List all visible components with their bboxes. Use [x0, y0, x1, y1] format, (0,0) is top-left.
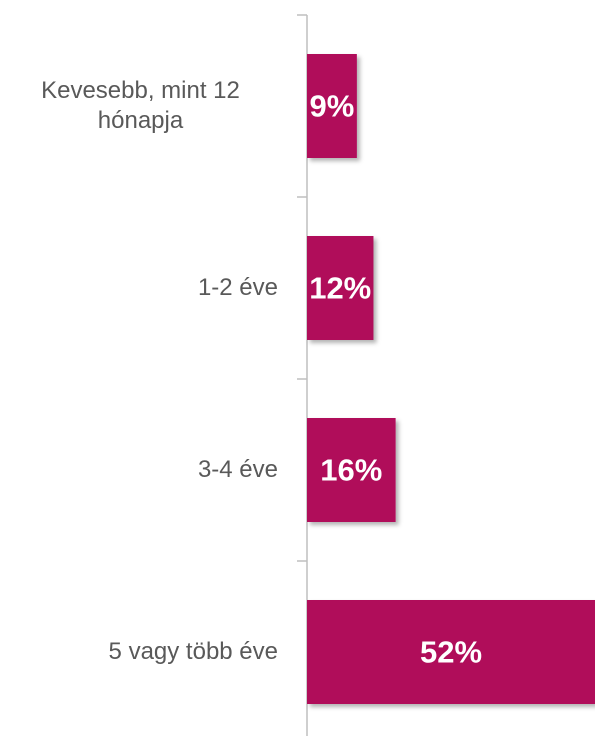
category-label: 1-2 éve [197, 274, 278, 301]
value-label: 16% [320, 453, 382, 488]
value-label: 12% [309, 271, 371, 306]
bar [307, 418, 396, 522]
value-label: 52% [420, 635, 482, 670]
category-label-box: 3-4 éve [0, 379, 278, 561]
bar [307, 236, 374, 340]
bar [307, 54, 357, 158]
category-label: 5 vagy több éve [108, 638, 278, 665]
value-label: 9% [310, 89, 355, 124]
bar [307, 600, 595, 704]
category-label-box: Kevesebb, mint 12 hónapja [0, 15, 278, 197]
category-label-box: 1-2 éve [0, 197, 278, 379]
category-label: Kevesebb, mint 12 hónapja [41, 77, 240, 134]
category-label-box: 5 vagy több éve [0, 561, 278, 743]
category-label: 3-4 éve [197, 456, 278, 483]
